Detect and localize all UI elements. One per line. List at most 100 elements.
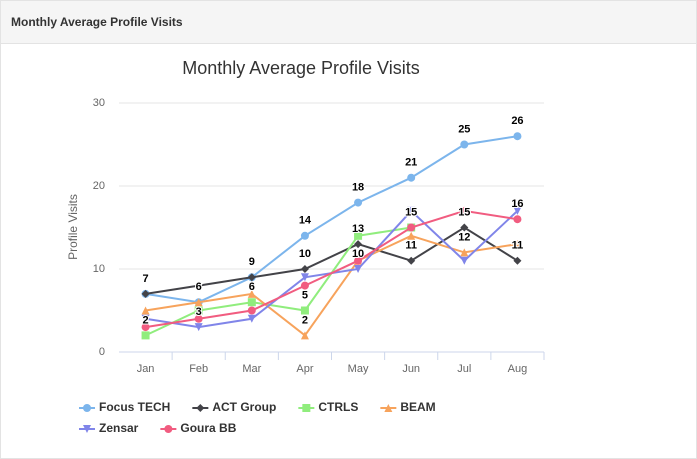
x-tick-label: May bbox=[348, 363, 369, 375]
marker bbox=[513, 240, 522, 249]
legend-item: Goura BB bbox=[160, 421, 237, 435]
marker bbox=[164, 425, 173, 433]
marker bbox=[300, 273, 309, 282]
data-label: 11 bbox=[405, 240, 417, 252]
y-axis-label: Profile Visits bbox=[66, 194, 80, 260]
legend-label: Zensar bbox=[99, 421, 139, 435]
marker bbox=[384, 404, 393, 412]
series-line bbox=[145, 209, 518, 329]
marker bbox=[460, 140, 469, 149]
marker bbox=[513, 256, 522, 265]
data-label: 12 bbox=[458, 231, 470, 243]
panel-header: Monthly Average Profile Visits bbox=[1, 1, 696, 44]
marker bbox=[194, 281, 203, 290]
x-tick-label: Feb bbox=[189, 363, 208, 375]
data-label: 14 bbox=[299, 215, 312, 227]
legend-item: CTRLS bbox=[298, 400, 358, 414]
legend-label: BEAM bbox=[400, 400, 435, 414]
marker bbox=[141, 323, 150, 332]
series-line bbox=[145, 234, 518, 337]
marker bbox=[141, 289, 150, 298]
data-label: 16 bbox=[511, 198, 523, 210]
y-tick-label: 20 bbox=[93, 180, 105, 192]
data-label: 2 bbox=[143, 314, 149, 326]
marker bbox=[407, 256, 416, 265]
data-label: 5 bbox=[302, 289, 308, 301]
marker bbox=[354, 256, 363, 265]
data-label: 6 bbox=[196, 281, 202, 293]
marker bbox=[407, 223, 416, 232]
data-label: 15 bbox=[405, 206, 417, 218]
y-tick-label: 10 bbox=[93, 263, 105, 275]
marker bbox=[460, 206, 469, 215]
marker bbox=[354, 198, 363, 207]
data-label: 11 bbox=[512, 240, 524, 252]
series-line bbox=[145, 226, 518, 295]
data-label: 25 bbox=[458, 123, 470, 135]
marker bbox=[196, 404, 205, 412]
marker bbox=[247, 298, 256, 307]
marker bbox=[300, 281, 309, 290]
marker bbox=[460, 248, 469, 257]
series-line bbox=[145, 135, 518, 304]
marker bbox=[194, 323, 203, 332]
series-line bbox=[145, 226, 412, 337]
legend-item: ACT Group bbox=[192, 400, 276, 414]
legend-item: Focus TECH bbox=[79, 400, 170, 414]
data-label: 21 bbox=[405, 157, 417, 169]
marker bbox=[407, 173, 416, 182]
marker bbox=[300, 331, 309, 340]
marker bbox=[194, 314, 203, 323]
marker bbox=[194, 306, 203, 315]
data-label: 13 bbox=[352, 223, 364, 235]
data-label: 26 bbox=[511, 115, 523, 127]
marker bbox=[300, 306, 309, 315]
marker bbox=[354, 265, 363, 273]
data-label: 10 bbox=[299, 248, 311, 260]
data-label: 7 bbox=[143, 273, 149, 285]
marker bbox=[354, 240, 363, 249]
data-label: 9 bbox=[249, 256, 255, 268]
y-tick-label: 30 bbox=[93, 97, 105, 109]
marker bbox=[513, 215, 522, 224]
legend-label: Focus TECH bbox=[99, 400, 170, 414]
data-label: 15 bbox=[458, 206, 470, 218]
chart-title: Monthly Average Profile Visits bbox=[182, 58, 419, 78]
marker bbox=[300, 231, 309, 240]
marker bbox=[83, 425, 91, 433]
marker bbox=[141, 314, 150, 323]
marker bbox=[300, 265, 309, 273]
data-label: 2 bbox=[302, 314, 308, 326]
x-tick-label: Jul bbox=[457, 363, 471, 375]
marker bbox=[247, 289, 256, 298]
marker bbox=[141, 331, 150, 340]
x-tick-label: Aug bbox=[508, 363, 528, 375]
legend-item: BEAM bbox=[380, 400, 436, 414]
marker bbox=[407, 231, 416, 240]
marker bbox=[83, 404, 91, 412]
marker bbox=[247, 273, 256, 282]
data-label: 10 bbox=[352, 248, 364, 260]
marker bbox=[407, 206, 416, 215]
marker bbox=[302, 404, 311, 412]
y-tick-label: 0 bbox=[99, 346, 105, 358]
marker bbox=[247, 314, 256, 323]
legend-item: Zensar bbox=[79, 421, 139, 435]
legend-label: CTRLS bbox=[318, 400, 358, 414]
marker bbox=[141, 306, 150, 315]
legend-label: Goura BB bbox=[180, 421, 236, 435]
marker bbox=[194, 298, 203, 307]
data-label: 18 bbox=[352, 182, 364, 194]
legend-label: ACT Group bbox=[212, 400, 276, 414]
x-tick-label: Apr bbox=[296, 363, 313, 375]
marker bbox=[513, 132, 522, 141]
x-tick-label: Jun bbox=[402, 363, 420, 375]
data-label: 3 bbox=[196, 306, 202, 318]
marker bbox=[354, 231, 363, 240]
marker bbox=[460, 223, 469, 232]
marker bbox=[513, 206, 522, 215]
data-label: 6 bbox=[249, 281, 255, 293]
marker bbox=[460, 256, 469, 265]
